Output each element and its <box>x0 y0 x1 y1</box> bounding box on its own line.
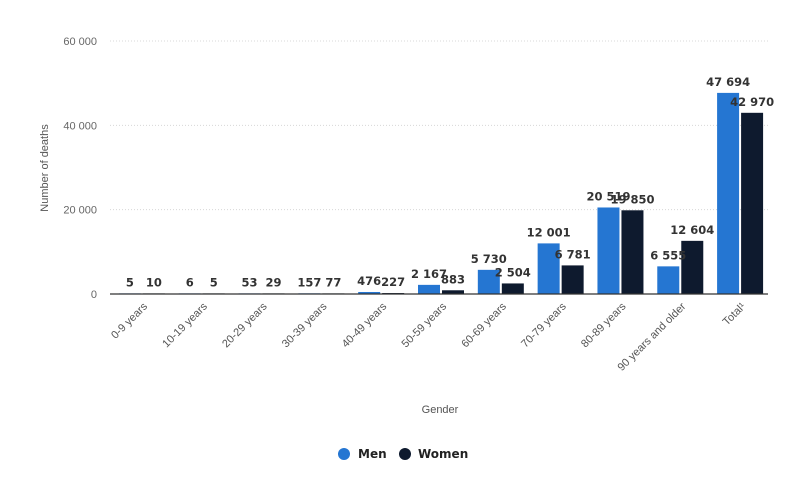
bar-men[interactable] <box>717 92 740 295</box>
bar-men[interactable] <box>537 243 560 294</box>
data-label-men: 6 <box>186 275 194 289</box>
bar-women[interactable] <box>681 240 704 294</box>
data-label-women: 6 781 <box>555 247 591 261</box>
x-category-label: Total¹ <box>721 300 749 328</box>
data-label-men: 157 <box>297 275 321 289</box>
legend-label-women[interactable]: Women <box>418 447 468 461</box>
data-label-women: 29 <box>266 275 282 289</box>
x-category-label: 70-79 years <box>519 300 569 350</box>
y-tick-label: 20 000 <box>63 205 97 217</box>
bar-men[interactable] <box>358 291 381 294</box>
y-tick-label: 0 <box>91 289 97 301</box>
data-label-women: 883 <box>441 272 465 286</box>
bar-women[interactable] <box>442 290 464 294</box>
bar-men[interactable] <box>657 266 680 294</box>
data-label-men: 6 555 <box>650 248 686 262</box>
bar-women[interactable] <box>501 283 524 294</box>
bar-men[interactable] <box>597 207 620 294</box>
data-label-women: 42 970 <box>730 95 774 109</box>
x-axis-categories: 0-9 years 10-19 years 20-29 years 30-39 yea… <box>109 300 748 373</box>
bar-men[interactable] <box>418 284 440 294</box>
x-axis-title: Gender <box>422 404 459 416</box>
x-category-label: 20-29 years <box>220 300 270 350</box>
bar-women[interactable] <box>621 210 644 294</box>
bar-women[interactable] <box>561 265 584 294</box>
data-label-men: 12 001 <box>527 225 571 239</box>
data-label-women: 10 <box>146 275 162 289</box>
x-category-label: 0-9 years <box>109 300 150 341</box>
data-label-men: 53 <box>242 275 258 289</box>
x-category-label: 40-49 years <box>340 300 390 350</box>
legend-swatch-men[interactable] <box>338 448 350 460</box>
x-category-label: 30-39 years <box>280 300 330 350</box>
legend-label-men[interactable]: Men <box>358 447 387 461</box>
data-label-women: 5 <box>210 275 218 289</box>
bars <box>118 92 764 295</box>
bar-men[interactable] <box>477 269 500 294</box>
legend: Men Women <box>338 447 468 461</box>
data-label-women: 2 504 <box>495 265 531 279</box>
data-label-men: 5 730 <box>471 252 507 266</box>
legend-swatch-women[interactable] <box>399 448 411 460</box>
data-label-men: 20 519 <box>586 189 630 203</box>
y-tick-label: 40 000 <box>63 120 97 132</box>
bar-women[interactable] <box>741 112 764 294</box>
data-label-women: 19 850 <box>610 192 654 206</box>
y-axis-title: Number of deaths <box>39 124 51 212</box>
data-label-men: 2 167 <box>411 267 447 281</box>
data-label-women: 12 604 <box>670 223 714 237</box>
y-tick-label: 60 000 <box>63 36 97 48</box>
data-label-women: 227 <box>381 275 405 289</box>
gridlines <box>110 40 768 211</box>
x-category-label: 90 years and older <box>615 300 688 373</box>
x-category-label: 80-89 years <box>579 300 629 350</box>
data-label-men: 476 <box>357 274 381 288</box>
x-category-label: 50-59 years <box>400 300 450 350</box>
data-label-men: 47 694 <box>706 75 750 89</box>
y-axis-ticks: 0 20 000 40 000 60 000 <box>63 36 97 301</box>
data-label-women: 77 <box>325 275 341 289</box>
x-category-label: 10-19 years <box>160 300 210 350</box>
x-category-label: 60-69 years <box>459 300 509 350</box>
data-label-men: 5 <box>126 275 134 289</box>
